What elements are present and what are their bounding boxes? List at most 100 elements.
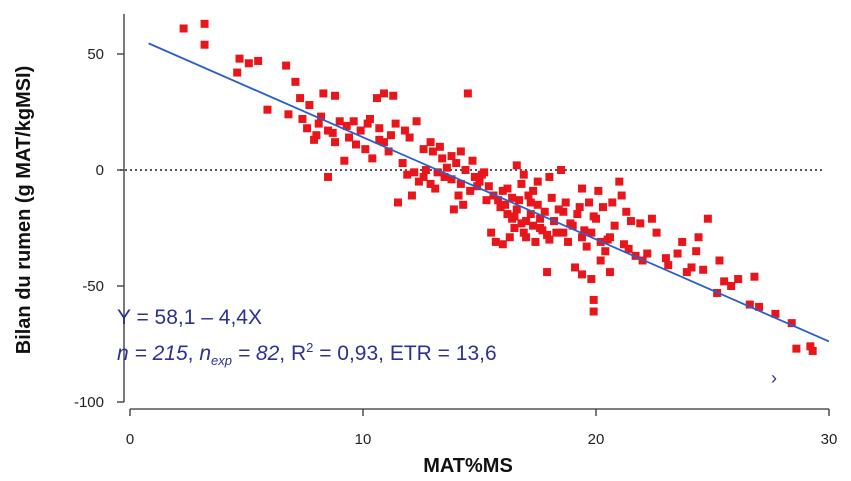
data-point xyxy=(643,249,652,258)
data-point xyxy=(664,261,673,270)
data-point xyxy=(557,166,566,174)
data-point xyxy=(587,228,596,237)
data-point xyxy=(352,140,361,149)
data-point xyxy=(491,237,500,246)
data-point xyxy=(254,56,263,65)
data-point xyxy=(379,89,388,98)
data-point xyxy=(526,210,535,219)
data-point xyxy=(517,179,526,188)
data-point xyxy=(559,207,568,216)
data-point xyxy=(284,110,293,119)
data-point xyxy=(391,119,400,128)
x-axis: 0 10 20 30 xyxy=(126,408,837,448)
data-point xyxy=(601,247,610,256)
data-point xyxy=(400,126,409,135)
data-point xyxy=(477,170,486,179)
x-axis-title: MAT%MS xyxy=(423,455,513,477)
data-point xyxy=(582,242,591,251)
data-point xyxy=(536,224,545,232)
data-point xyxy=(545,235,554,244)
data-point xyxy=(589,295,598,304)
data-point xyxy=(540,207,549,216)
data-point xyxy=(715,256,724,265)
data-point xyxy=(512,205,521,214)
data-point xyxy=(694,233,703,242)
data-point xyxy=(519,228,528,237)
data-point xyxy=(734,275,743,284)
data-point xyxy=(305,101,314,110)
data-point xyxy=(522,217,531,226)
data-point xyxy=(421,166,430,174)
data-point xyxy=(335,117,344,126)
data-point xyxy=(263,105,272,114)
data-point xyxy=(361,145,370,154)
data-point xyxy=(324,126,333,135)
data-point xyxy=(484,182,493,191)
data-point xyxy=(345,133,354,142)
x-tick-label: 0 xyxy=(126,431,134,448)
data-point xyxy=(505,233,514,242)
data-point xyxy=(459,200,468,209)
data-point xyxy=(405,133,414,142)
data-point xyxy=(545,172,554,181)
etr-label: ETR = 13,6 xyxy=(389,342,497,365)
data-point xyxy=(578,233,587,242)
data-point xyxy=(419,145,428,154)
data-point xyxy=(605,268,614,277)
data-point xyxy=(573,210,582,219)
data-point xyxy=(508,193,517,202)
data-point xyxy=(692,247,701,256)
data-point xyxy=(552,228,561,237)
data-point xyxy=(682,268,691,277)
data-point xyxy=(678,237,687,246)
data-point xyxy=(564,237,573,246)
data-point xyxy=(487,228,496,237)
data-point xyxy=(363,119,372,128)
data-point xyxy=(482,196,491,205)
data-point xyxy=(745,300,754,309)
data-point xyxy=(398,159,407,168)
data-point xyxy=(808,346,817,355)
data-point xyxy=(317,112,326,121)
data-point xyxy=(543,230,552,239)
data-point xyxy=(594,186,603,195)
data-point xyxy=(510,224,519,232)
data-point xyxy=(529,221,538,230)
data-point xyxy=(375,135,384,144)
data-point xyxy=(589,307,598,316)
y-axis-title: Bilan du rumen (g MAT/kgMSI) xyxy=(13,66,35,355)
data-point xyxy=(386,131,395,140)
data-point xyxy=(647,214,656,223)
data-point xyxy=(587,275,596,284)
data-point xyxy=(456,179,465,188)
data-point xyxy=(428,147,437,156)
data-point xyxy=(806,342,815,351)
data-point xyxy=(771,309,780,318)
data-point xyxy=(531,237,540,246)
data-point xyxy=(561,198,570,207)
data-point xyxy=(466,186,475,195)
data-point xyxy=(589,212,598,221)
data-point xyxy=(454,191,463,200)
data-point xyxy=(619,240,628,249)
y-ticks: 50 0 -50 -100 xyxy=(74,46,124,411)
data-point xyxy=(179,24,188,33)
data-point xyxy=(598,203,607,212)
data-point xyxy=(608,198,617,207)
data-point xyxy=(622,207,631,216)
y-tick-label: 50 xyxy=(87,46,104,63)
stray-mark: › xyxy=(771,368,777,388)
data-point xyxy=(372,94,381,103)
data-point xyxy=(787,319,796,328)
r2-label: R2 = 0,93 xyxy=(290,340,379,365)
data-point xyxy=(501,200,510,209)
data-point xyxy=(575,203,584,212)
data-points xyxy=(179,19,817,355)
data-point xyxy=(512,161,521,170)
data-point xyxy=(489,191,498,200)
n-label: n = 215 xyxy=(117,342,188,365)
data-point xyxy=(298,114,307,123)
data-point xyxy=(533,177,542,186)
data-point xyxy=(340,156,349,165)
data-point xyxy=(282,61,291,70)
